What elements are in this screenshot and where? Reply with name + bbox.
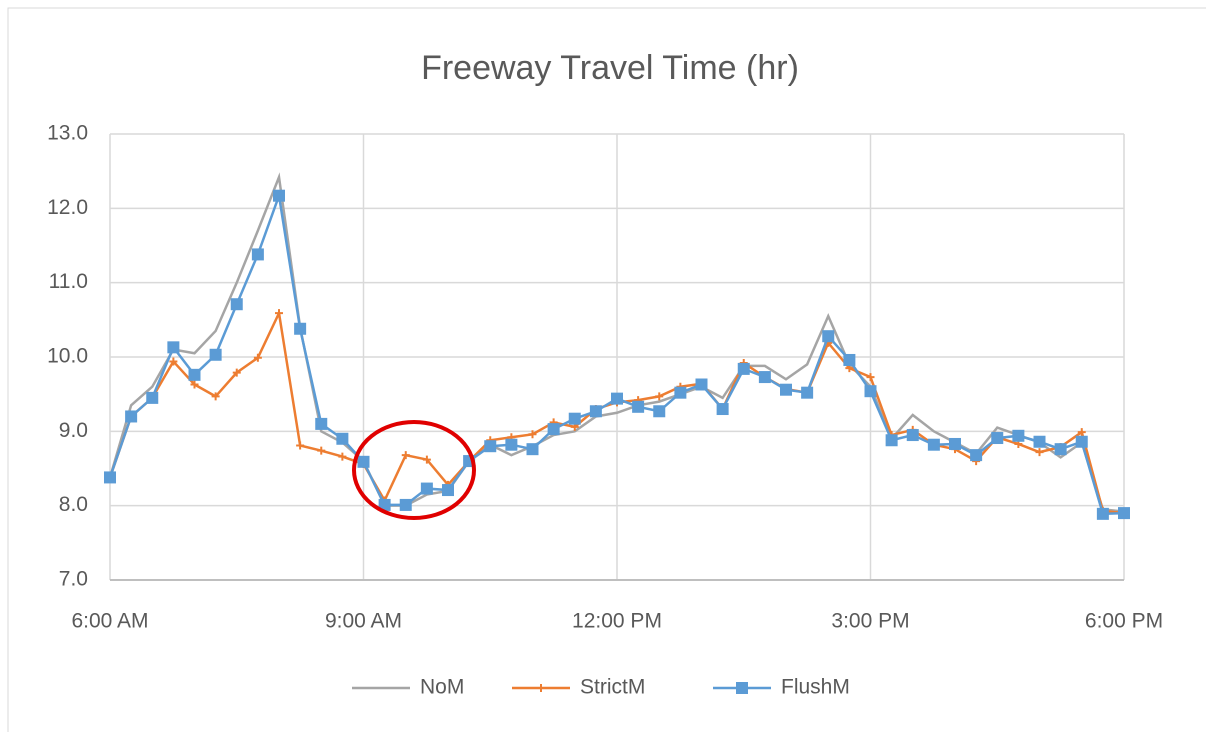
grid: 7.0 8.0 9.0 10.0 11.0 12.0 13.0 6:00 AM 9:00 AM 1… (47, 122, 1163, 633)
x-tick-label: 3:00 PM (831, 610, 909, 633)
marker (209, 348, 222, 361)
y-tick-label: 13.0 (47, 122, 88, 145)
marker (1035, 448, 1044, 457)
legend-label: StrictM (580, 676, 645, 699)
marker (169, 357, 178, 366)
marker (401, 451, 410, 460)
legend: NoM StrictM FlushM (352, 676, 850, 699)
marker (843, 353, 856, 366)
marker (568, 412, 581, 425)
marker (275, 309, 283, 318)
highlight-circle (352, 420, 476, 520)
marker (336, 432, 349, 445)
marker (232, 368, 241, 377)
marker (251, 248, 264, 261)
marker (970, 449, 983, 462)
marker (589, 405, 602, 418)
marker (146, 391, 159, 404)
marker (949, 437, 961, 450)
y-tick-label: 12.0 (47, 196, 88, 219)
marker (188, 368, 201, 381)
marker (758, 371, 771, 384)
y-tick-label: 11.0 (49, 270, 88, 293)
marker (674, 386, 687, 399)
marker (317, 446, 326, 455)
marker (230, 298, 243, 311)
marker (737, 362, 750, 375)
marker (253, 353, 262, 362)
marker (315, 417, 328, 430)
marker (927, 438, 940, 451)
marker (125, 410, 138, 423)
marker (505, 438, 518, 451)
marker (294, 322, 307, 335)
marker (655, 392, 664, 401)
marker (1077, 428, 1086, 437)
marker (1075, 435, 1088, 448)
marker (653, 405, 666, 418)
marker (167, 341, 180, 354)
y-tick-label: 8.0 (59, 493, 88, 516)
chart-border (7, 7, 1206, 732)
x-tick-label: 12:00 PM (572, 610, 662, 633)
marker (484, 440, 497, 453)
legend-label: FlushM (781, 676, 850, 699)
marker (547, 423, 560, 436)
marker (864, 385, 877, 398)
marker (885, 434, 898, 447)
marker (399, 498, 412, 511)
marker (1033, 435, 1046, 448)
chart-title: Freeway Travel Time (hr) (421, 49, 799, 87)
marker (104, 471, 116, 484)
marker (1012, 429, 1025, 442)
marker (906, 429, 919, 442)
marker (442, 484, 454, 497)
marker (420, 482, 433, 495)
marker (378, 498, 391, 511)
marker (991, 432, 1004, 445)
marker (611, 392, 623, 405)
legend-label: NoM (420, 676, 464, 699)
x-tick-label: 6:00 PM (1085, 610, 1163, 633)
marker (716, 403, 729, 416)
plot (104, 172, 1130, 520)
y-tick-label: 10.0 (47, 345, 88, 368)
marker (736, 682, 748, 694)
marker (422, 455, 431, 464)
marker (190, 380, 199, 389)
marker (632, 400, 645, 413)
marker (866, 373, 875, 382)
marker (1118, 507, 1130, 520)
marker (338, 452, 347, 461)
y-tick-label: 7.0 (59, 568, 88, 591)
marker (1096, 507, 1109, 520)
marker (695, 378, 708, 391)
marker (273, 189, 285, 202)
marker (526, 443, 539, 456)
marker (1054, 443, 1067, 456)
marker (801, 386, 814, 399)
y-tick-label: 9.0 (59, 419, 88, 442)
marker (296, 441, 305, 450)
x-tick-label: 9:00 AM (325, 610, 402, 633)
marker (822, 330, 835, 343)
marker (357, 455, 370, 468)
marker (780, 383, 792, 396)
x-tick-label: 6:00 AM (71, 610, 148, 633)
marker (537, 684, 545, 692)
marker (528, 430, 537, 439)
marker (211, 392, 220, 401)
